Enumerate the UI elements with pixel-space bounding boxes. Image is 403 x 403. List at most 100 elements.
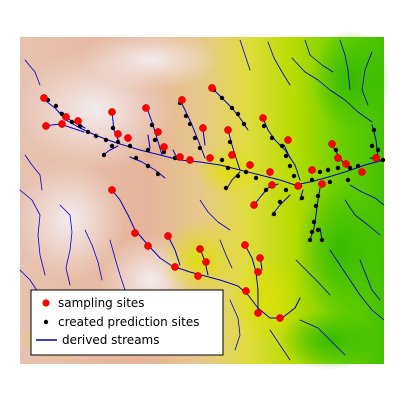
prediction-site bbox=[145, 147, 151, 153]
sampling-site bbox=[242, 287, 250, 295]
sampling-site bbox=[74, 117, 82, 125]
prediction-site bbox=[69, 119, 75, 125]
prediction-site bbox=[145, 163, 151, 169]
sampling-site bbox=[276, 314, 284, 322]
stream-background bbox=[344, 199, 381, 236]
prediction-site bbox=[219, 95, 225, 101]
prediction-site bbox=[319, 237, 325, 243]
prediction-site bbox=[317, 169, 323, 175]
prediction-site bbox=[172, 155, 178, 161]
stream-background bbox=[19, 189, 46, 276]
sampling-site bbox=[254, 268, 262, 276]
prediction-site bbox=[325, 167, 331, 173]
prediction-site bbox=[85, 129, 91, 135]
sampling-site bbox=[108, 186, 116, 194]
prediction-site bbox=[291, 173, 297, 179]
stream-branch bbox=[227, 129, 241, 171]
stream-background bbox=[304, 39, 334, 73]
sampling-site bbox=[206, 154, 214, 162]
prediction-site bbox=[133, 155, 139, 161]
prediction-site bbox=[263, 187, 269, 193]
sampling-site bbox=[202, 258, 210, 266]
stream-background bbox=[267, 41, 291, 86]
legend-prediction-label: created prediction sites bbox=[58, 315, 199, 329]
prediction-site bbox=[219, 157, 225, 163]
sampling-site bbox=[294, 182, 302, 190]
prediction-site bbox=[253, 175, 259, 181]
prediction-site bbox=[227, 139, 233, 145]
sampling-site bbox=[142, 104, 150, 112]
sampling-site bbox=[372, 154, 380, 162]
prediction-site bbox=[155, 171, 161, 177]
sampling-site bbox=[164, 232, 172, 240]
prediction-site bbox=[277, 199, 283, 205]
prediction-site bbox=[315, 227, 321, 233]
prediction-site bbox=[127, 143, 133, 149]
sampling-site bbox=[342, 160, 350, 168]
prediction-site bbox=[345, 177, 351, 183]
sampling-site bbox=[199, 124, 207, 132]
sampling-site bbox=[246, 161, 254, 169]
prediction-site bbox=[287, 163, 293, 169]
prediction-site bbox=[347, 165, 353, 171]
stream-background bbox=[349, 184, 385, 206]
stream-background bbox=[219, 239, 233, 269]
stream-background bbox=[239, 39, 251, 71]
sampling-site bbox=[256, 254, 264, 262]
sampling-site bbox=[186, 156, 194, 164]
stream-background bbox=[269, 329, 291, 361]
sampling-site bbox=[259, 114, 267, 122]
prediction-site bbox=[243, 169, 249, 175]
stream-branch bbox=[146, 107, 163, 156]
stream-branch bbox=[202, 129, 206, 146]
prediction-site bbox=[110, 125, 116, 131]
stream-background bbox=[84, 229, 103, 281]
sampling-site bbox=[108, 108, 116, 116]
sampling-site bbox=[171, 263, 179, 271]
sampling-site bbox=[208, 84, 216, 92]
stream-background bbox=[109, 239, 126, 291]
sampling-site bbox=[254, 309, 262, 317]
stream-background bbox=[339, 39, 351, 91]
legend-box bbox=[30, 289, 224, 356]
prediction-site bbox=[335, 165, 341, 171]
stream-background bbox=[24, 154, 43, 191]
stream-branch bbox=[147, 134, 151, 149]
sampling-site bbox=[224, 126, 232, 134]
sampling-sites bbox=[40, 84, 380, 322]
sampling-site bbox=[114, 130, 122, 138]
stream-branch bbox=[262, 117, 301, 181]
prediction-site bbox=[235, 173, 241, 179]
prediction-site bbox=[299, 195, 305, 201]
sampling-site bbox=[268, 181, 276, 189]
prediction-site bbox=[371, 127, 377, 133]
prediction-site bbox=[103, 137, 109, 143]
sampling-site bbox=[176, 153, 184, 161]
prediction-site bbox=[380, 157, 386, 163]
prediction-site bbox=[369, 143, 375, 149]
prediction-site bbox=[307, 237, 313, 243]
sampling-site bbox=[318, 180, 326, 188]
prediction-site bbox=[309, 177, 315, 183]
sampling-site bbox=[228, 151, 236, 159]
prediction-site bbox=[241, 121, 247, 127]
stream-background bbox=[291, 57, 373, 123]
stream-branch bbox=[271, 194, 291, 216]
sampling-site bbox=[358, 168, 366, 176]
stream-southern-branch bbox=[111, 189, 283, 319]
prediction-site bbox=[93, 133, 99, 139]
prediction-site bbox=[161, 149, 167, 155]
sampling-site bbox=[328, 140, 336, 148]
prediction-site bbox=[109, 143, 115, 149]
legend-sampling-label: sampling sites bbox=[58, 296, 145, 310]
sampling-site bbox=[308, 166, 316, 174]
stream-main-trunk bbox=[41, 97, 385, 186]
stream-background bbox=[59, 204, 73, 286]
prediction-site bbox=[223, 185, 229, 191]
prediction-site bbox=[283, 187, 289, 193]
legend-streams-label: derived streams bbox=[62, 333, 160, 347]
sampling-site bbox=[194, 272, 202, 280]
map-legend: sampling sites created prediction sites … bbox=[30, 289, 224, 356]
sampling-site bbox=[334, 154, 342, 162]
